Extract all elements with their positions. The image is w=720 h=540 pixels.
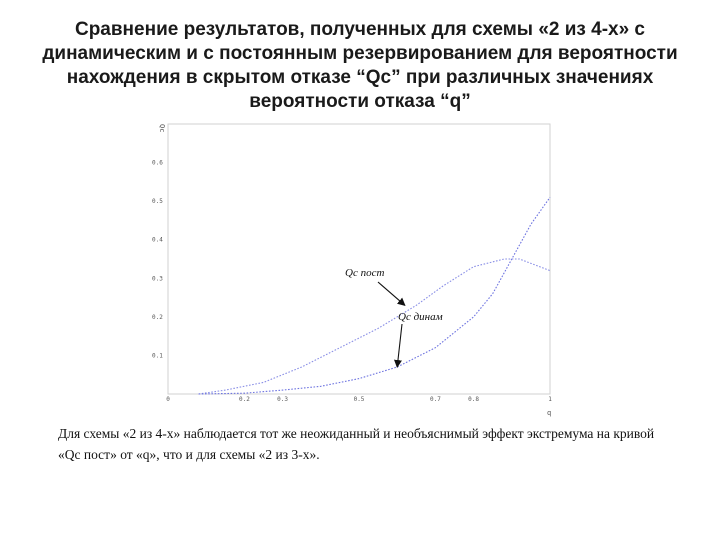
x-tick-label: 1 [548,396,552,403]
annotation-label-qc-dinam: Qc динам [398,311,443,323]
x-axis-label: q [547,409,551,417]
slide-title: Сравнение результатов, полученных для сх… [42,19,678,112]
y-tick-label: 0.2 [152,314,163,321]
slide-caption: Для схемы «2 из 4-х» наблюдается тот же … [58,426,655,462]
x-tick-label: 0.3 [277,396,288,403]
x-tick-label: 0.8 [468,396,479,403]
x-tick-labels: 0 0.2 0.3 0.5 0.7 0.8 1 [166,396,552,403]
y-tick-label: 0.4 [152,237,163,244]
x-tick-label: 0.2 [239,396,250,403]
series-line-qc-dinam [198,196,551,395]
y-tick-label: 0.1 [152,352,163,359]
y-tick-label: 0.5 [152,198,163,205]
x-tick-label: 0 [166,396,170,403]
x-tick-label: 0.5 [354,396,365,403]
annotation-arrow-qc-dinam [394,323,403,368]
y-tick-label: 0.6 [152,160,163,167]
plot-frame [167,123,551,395]
x-tick-label: 0.7 [430,396,441,403]
series-lines [198,196,551,395]
annotation-arrow-qc-post [377,281,406,306]
annotation-label-qc-post: Qc пост [345,267,384,279]
annotations: Qc пост Qc динам [345,267,443,368]
series-line-qc-post [198,258,551,395]
y-tick-label: 0.3 [152,275,163,282]
y-tick-labels: 0.1 0.2 0.3 0.4 0.5 0.6 [152,160,163,360]
y-axis-label: Qc [158,124,166,132]
